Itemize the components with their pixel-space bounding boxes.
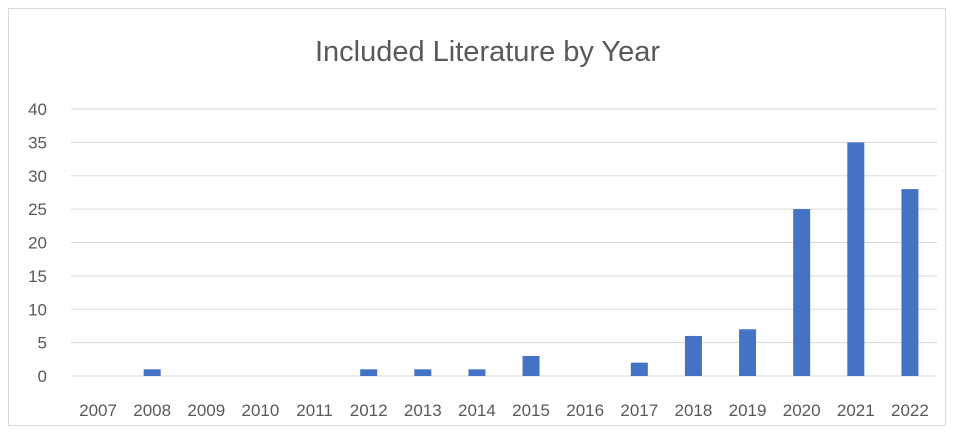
x-tick-label: 2013: [404, 401, 442, 420]
x-tick-label: 2011: [296, 401, 333, 420]
x-tick-label: 2016: [566, 401, 604, 420]
x-tick-label: 2022: [891, 401, 929, 420]
y-axis-ticks: 0 5 10 15 20 25 30 35 40: [28, 100, 47, 386]
x-tick-label: 2018: [675, 401, 713, 420]
x-tick-label: 2017: [620, 401, 658, 420]
bar-2014: [468, 369, 486, 376]
bar-2020: [793, 209, 811, 376]
y-tick-label: 15: [28, 267, 47, 286]
x-tick-label: 2014: [458, 401, 496, 420]
y-tick-label: 40: [28, 100, 47, 119]
y-tick-label: 5: [38, 334, 47, 353]
bar-2012: [360, 369, 378, 376]
x-tick-label: 2012: [350, 401, 388, 420]
x-axis-ticks: 2007 2008 2009 2010 2011 2012 2013 2014 2015 2016…: [79, 401, 929, 420]
x-tick-label: 2020: [783, 401, 821, 420]
x-tick-label: 2008: [133, 401, 171, 420]
x-tick-label: 2019: [729, 401, 767, 420]
bars: [143, 142, 919, 376]
y-tick-label: 0: [38, 367, 47, 386]
bar-2022: [901, 189, 919, 376]
bar-2019: [739, 329, 757, 376]
bar-2013: [414, 369, 432, 376]
x-tick-label: 2007: [79, 401, 117, 420]
bar-2008: [143, 369, 161, 376]
chart-title: Included Literature by Year: [314, 36, 661, 68]
y-tick-label: 35: [28, 133, 47, 152]
y-tick-label: 20: [28, 234, 47, 253]
gridlines: [71, 108, 937, 377]
bar-2021: [847, 142, 865, 376]
x-tick-label: 2009: [187, 401, 225, 420]
y-tick-label: 30: [28, 167, 47, 186]
x-tick-label: 2021: [837, 401, 875, 420]
bar-2015: [522, 355, 540, 376]
x-tick-label: 2015: [512, 401, 550, 420]
y-tick-label: 10: [28, 300, 47, 319]
bar-2017: [630, 362, 648, 376]
bar-2018: [684, 335, 702, 376]
y-tick-label: 25: [28, 200, 47, 219]
x-tick-label: 2010: [242, 401, 280, 420]
chart-frame: [8, 8, 946, 426]
